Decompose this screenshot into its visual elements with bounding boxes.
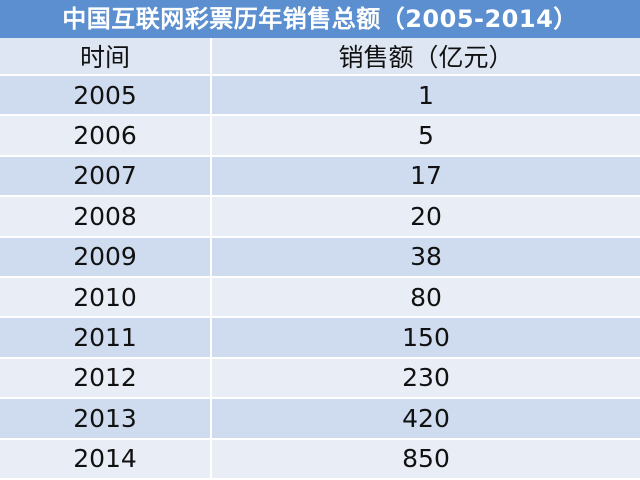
year-cell: 2006 (0, 115, 212, 157)
table-row: 2011 150 (0, 317, 640, 359)
year-cell: 2008 (0, 196, 212, 238)
year-cell: 2010 (0, 276, 212, 319)
year-cell: 2007 (0, 155, 212, 198)
column-header-year: 时间 (0, 38, 212, 76)
sales-cell: 150 (211, 317, 640, 359)
sales-cell: 230 (211, 357, 640, 400)
table-row: 2009 38 (0, 236, 640, 278)
table-row: 2006 5 (0, 115, 640, 157)
table-row: 2007 17 (0, 155, 640, 198)
year-cell: 2005 (0, 75, 212, 117)
sales-cell: 17 (211, 155, 640, 198)
table-row: 2010 80 (0, 276, 640, 319)
sales-cell: 850 (211, 438, 640, 480)
year-cell: 2013 (0, 398, 212, 440)
sales-cell: 20 (211, 196, 640, 238)
table-row: 2005 1 (0, 75, 640, 117)
year-cell: 2011 (0, 317, 212, 359)
sales-cell: 1 (211, 75, 640, 117)
table-row: 2014 850 (0, 438, 640, 480)
year-cell: 2014 (0, 438, 212, 480)
column-header-sales: 销售额（亿元） (211, 38, 640, 76)
table-title: 中国互联网彩票历年销售总额（2005-2014） (0, 0, 640, 38)
sales-cell: 420 (211, 398, 640, 440)
sales-table: 时间 销售额（亿元） 2005 1 2006 5 2007 17 2008 20 2009 38 2… (0, 38, 640, 480)
table-row: 2012 230 (0, 357, 640, 400)
year-cell: 2012 (0, 357, 212, 400)
sales-cell: 38 (211, 236, 640, 278)
table-row: 2013 420 (0, 398, 640, 440)
table-row: 2008 20 (0, 196, 640, 238)
year-cell: 2009 (0, 236, 212, 278)
sales-cell: 80 (211, 276, 640, 319)
header-row: 时间 销售额（亿元） (0, 38, 640, 76)
sales-cell: 5 (211, 115, 640, 157)
